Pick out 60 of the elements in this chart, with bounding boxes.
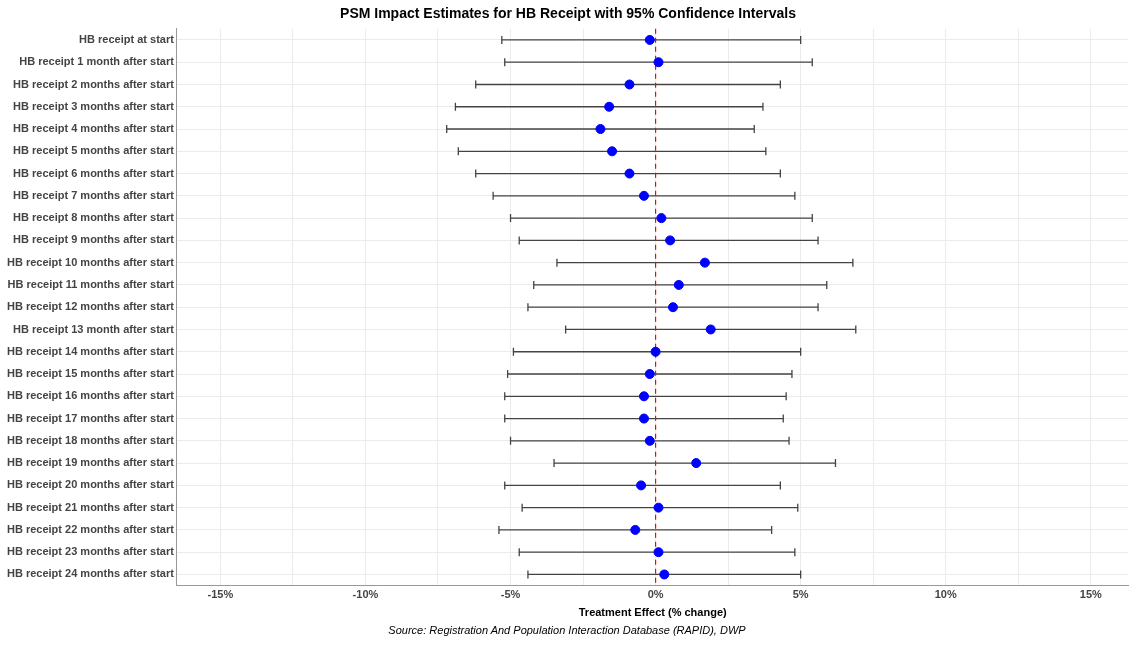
y-tick-label: HB receipt 23 months after start <box>6 545 175 558</box>
x-tick-label: -15% <box>207 588 234 601</box>
point <box>673 279 684 290</box>
point <box>644 435 655 446</box>
source-note: Source: Registration And Population Interaction Database (RAPID), DWP <box>387 624 747 636</box>
point <box>638 391 649 402</box>
point <box>699 257 710 268</box>
point <box>624 79 635 90</box>
y-tick-label: HB receipt 8 months after start <box>13 211 175 224</box>
y-tick-label: HB receipt 19 months after start <box>6 456 175 469</box>
y-tick-label: HB receipt 3 months after start <box>13 99 175 112</box>
y-tick-label: HB receipt 22 months after start <box>6 522 175 535</box>
point <box>659 569 670 580</box>
y-tick-label: HB receipt at start <box>79 32 175 45</box>
point <box>653 57 664 68</box>
y-tick-label: HB receipt 15 months after start <box>6 367 175 380</box>
y-tick-label: HB receipt 10 months after start <box>6 255 175 268</box>
point <box>607 146 618 157</box>
point <box>638 413 649 424</box>
point <box>644 369 655 380</box>
point <box>604 101 615 112</box>
point <box>705 324 716 335</box>
point <box>653 547 664 558</box>
point <box>650 346 661 357</box>
x-tick-label: 0% <box>647 588 664 601</box>
x-tick-label: 5% <box>792 588 809 601</box>
y-tick-label: HB receipt 2 months after start <box>13 77 175 90</box>
point <box>668 302 678 313</box>
y-tick-label: HB receipt 9 months after start <box>13 233 175 246</box>
point <box>691 458 702 469</box>
y-tick-label: HB receipt 7 months after start <box>13 188 175 201</box>
y-tick-label: HB receipt 17 months after start <box>6 411 175 424</box>
x-axis-title: Treatment Effect (% change) <box>578 606 727 619</box>
chart-title: PSM Impact Estimates for HB Receipt with 95% Confidence Intervals <box>340 5 797 22</box>
y-tick-label: HB receipt 12 months after start <box>6 300 175 313</box>
y-tick-label: HB receipt 24 months after start <box>6 567 175 580</box>
point <box>630 524 641 535</box>
y-tick-label: HB receipt 21 months after start <box>6 500 175 513</box>
point <box>624 168 635 179</box>
y-tick-label: HB receipt 4 months after start <box>13 122 175 135</box>
y-tick-label: HB receipt 18 months after start <box>6 433 175 446</box>
point <box>644 34 655 45</box>
y-tick-label: HB receipt 1 month after start <box>19 55 175 68</box>
y-tick-label: HB receipt 11 months after start <box>7 277 175 290</box>
y-tick-label: HB receipt 13 month after start <box>13 322 175 335</box>
y-tick-label: HB receipt 5 months after start <box>13 144 175 157</box>
x-tick-label: -10% <box>352 588 379 601</box>
point <box>638 190 649 201</box>
x-tick-label: 10% <box>934 588 957 601</box>
y-tick-label: HB receipt 16 months after start <box>6 389 175 402</box>
point <box>595 124 606 135</box>
y-tick-label: HB receipt 6 months after start <box>13 166 175 179</box>
x-tick-label: -5% <box>500 588 521 601</box>
point <box>636 480 647 491</box>
x-tick-label: 15% <box>1079 588 1102 601</box>
y-tick-label: HB receipt 14 months after start <box>6 344 175 357</box>
point <box>653 502 664 513</box>
y-tick-label: HB receipt 20 months after start <box>6 478 175 491</box>
point <box>665 235 676 246</box>
point <box>656 213 667 224</box>
